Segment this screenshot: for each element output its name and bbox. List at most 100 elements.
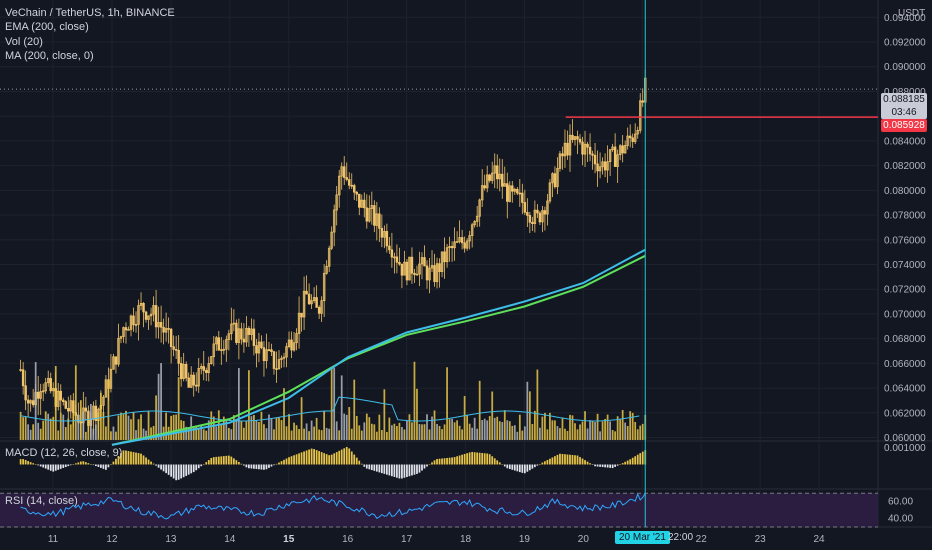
y-tick-label: 0.088000 [884,87,926,98]
volume-bar [589,420,591,440]
volume-bar [74,365,77,440]
macd-pane-label[interactable]: MACD (12, 26, close, 9) [5,447,123,459]
volume-bar [303,428,305,440]
candle-body [21,369,25,387]
x-tick-label: 14 [224,534,236,545]
volume-bar [157,373,160,440]
volume-bar [295,425,298,440]
candle-body [157,322,160,328]
volume-bar [195,425,198,440]
candle-body [403,261,406,276]
macd-histogram-bar [315,450,318,465]
chart-legend: VeChain / TetherUS, 1h, BINANCE EMA (200… [5,6,175,63]
macd-histogram-bar [62,464,65,468]
volume-bar [258,421,260,440]
candle-body [363,199,366,209]
macd-histogram-bar [393,464,396,477]
rsi-y-tick: 60.00 [888,497,913,508]
candle-body [410,256,414,274]
macd-histogram-bar [513,464,516,471]
macd-histogram-bar [227,455,230,465]
candle-body [210,356,213,364]
volume-bar [634,421,637,440]
volume-bar [441,429,443,440]
candle-body [513,188,517,192]
macd-histogram-bar [34,464,37,465]
volume-bar [584,411,586,440]
volume-bar [57,430,60,440]
macd-histogram-bar [77,462,80,465]
macd-histogram-bar [19,459,22,465]
candle-body [623,145,627,154]
candle-body [498,173,501,180]
rsi-pane-label[interactable]: RSI (14, close) [5,495,78,507]
candle-body [538,212,542,223]
volume-bar [260,411,263,440]
volume-bar [599,431,601,440]
volume-bar [72,412,75,440]
candle-body [310,300,313,305]
macd-histogram-bar [248,464,250,469]
macd-histogram-bar [318,451,321,465]
candle-body [583,143,587,155]
candle-body [109,368,113,389]
candle-body [220,349,223,352]
volume-bar [215,426,218,440]
volume-bar [370,423,373,440]
volume-bar [478,380,481,440]
macd-histogram-bar [355,457,358,465]
volume-bar [24,417,27,440]
level-price-tag: 0.085928 [881,119,927,132]
macd-histogram-bar [528,464,531,471]
candle-body [460,237,464,244]
candle-body [194,384,198,387]
candle-body [127,329,130,331]
candle-body [242,338,246,343]
candle-body [408,256,411,281]
macd-histogram-bar [478,452,481,465]
macd-histogram-bar [42,464,45,468]
volume-bar [586,428,589,440]
macd-histogram-bar [92,464,95,466]
volume-bar [423,424,426,440]
candle-body [490,172,494,181]
candle-body [543,210,547,215]
macd-histogram-bar [205,462,208,465]
macd-histogram-bar [293,455,295,465]
candle-body [393,256,396,259]
volume-bar [503,410,506,440]
macd-histogram-bar [418,464,421,473]
volume-bar [117,415,120,440]
volume-bar [574,423,576,440]
candle-body [187,377,190,388]
macd-histogram-bar [391,464,393,477]
volume-bar [142,428,145,440]
candle-body [531,221,534,224]
candle-body [511,185,514,192]
candle-body [536,209,539,214]
candle-body [317,307,321,314]
candle-body [134,324,138,326]
vol-legend[interactable]: Vol (20) [5,35,43,48]
candle-body [430,265,434,269]
macd-histogram-bar [175,464,178,481]
macd-histogram-bar [378,464,381,473]
macd-histogram-bar [210,458,213,465]
candle-body [485,174,489,189]
candle-body [593,154,597,165]
ema-legend[interactable]: EMA (200, close) [5,21,89,34]
x-tick-label: 12 [106,534,118,545]
y-tick-label: 0.064000 [884,384,926,395]
macd-histogram-bar [616,464,619,466]
volume-bar [263,424,265,440]
candle-body [633,133,637,142]
candle-body [350,184,353,187]
macd-histogram-bar [564,454,566,465]
ma-legend[interactable]: MA (200, close, 0) [5,49,94,62]
volume-bar [315,417,318,440]
volume-bar [92,428,95,440]
x-tick-label: 22 [696,534,708,545]
candle-body [197,368,200,387]
candle-body [568,134,572,156]
